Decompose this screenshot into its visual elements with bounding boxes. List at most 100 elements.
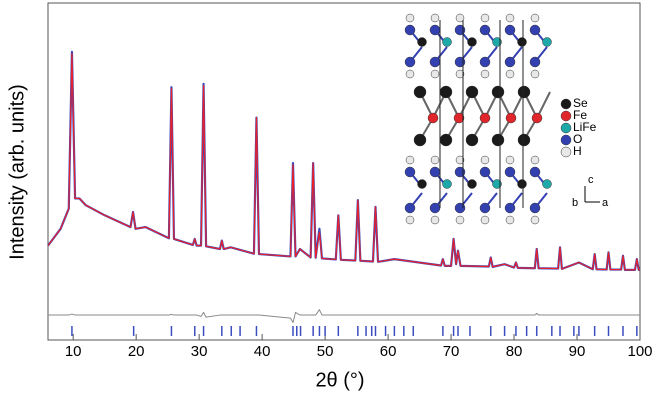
atom [531,112,543,124]
atom [405,155,415,165]
atom [504,56,516,68]
x-tick-label: 30 [191,343,208,360]
atom [404,24,416,36]
atom [465,85,479,99]
atom [505,112,517,124]
x-tick-label: 50 [317,343,334,360]
atom [529,24,541,36]
atom [505,69,515,79]
atom [530,155,540,165]
atom [429,202,441,214]
atom [453,112,465,124]
axis-name: a [602,197,609,209]
legend-swatch [560,110,572,122]
atom [455,69,465,79]
atom [492,37,502,47]
atom [405,13,415,23]
series-line [48,309,640,323]
atom [429,166,441,178]
atom [439,133,453,147]
legend-swatch [560,98,572,110]
atom [504,166,516,178]
atom [417,37,427,47]
atom [505,155,515,165]
atom [491,133,505,147]
x-tick-label: 80 [506,343,523,360]
atom [455,155,465,165]
atom [413,85,427,99]
atom [439,85,453,99]
series-line [47,50,640,271]
atom [417,179,427,189]
x-tick-label: 20 [128,343,145,360]
legend-label: H [573,144,582,158]
atom [542,37,552,47]
atom [504,202,516,214]
atom [455,13,465,23]
atom [504,24,516,36]
atom [505,13,515,23]
atom [404,56,416,68]
crystal-structure [404,13,552,225]
atom [517,37,527,47]
atom [479,202,491,214]
atom [467,37,477,47]
atom [442,37,452,47]
x-tick-label: 10 [65,343,82,360]
atom [430,69,440,79]
atom [465,133,479,147]
legend-label: O [573,132,582,146]
atom [492,179,502,189]
atom [405,215,415,225]
atom [479,166,491,178]
atom [413,133,427,147]
atom [480,13,490,23]
atom [430,215,440,225]
legend-label: LiFe [573,120,597,134]
atom [430,155,440,165]
atom [491,85,505,99]
legend-label: Se [573,96,588,110]
x-axis-label: 2θ (°) [315,369,364,391]
atom [505,215,515,225]
atom [530,69,540,79]
axis-name: c [588,174,594,186]
atom [517,179,527,189]
legend-label: Fe [573,108,587,122]
legend-swatch [560,122,572,134]
axis-name: b [572,197,578,209]
atom [429,56,441,68]
x-tick-label: 90 [569,343,586,360]
atom [529,166,541,178]
y-axis-label: Intensity (arb. units) [6,84,28,260]
atom [467,179,477,189]
x-tick-label: 70 [443,343,460,360]
atom [479,56,491,68]
legend-swatch [560,134,572,146]
atom [517,133,531,147]
plot-frame [47,2,641,341]
x-tick-label: 60 [380,343,397,360]
atom [455,215,465,225]
atom [480,215,490,225]
atom [405,69,415,79]
atom [529,56,541,68]
atom [480,155,490,165]
atom [479,112,491,124]
x-tick-label: 40 [254,343,271,360]
atom [530,13,540,23]
atom [430,13,440,23]
atom [404,166,416,178]
atom [480,69,490,79]
x-tick-label: 100 [627,343,652,360]
atom [530,215,540,225]
legend-swatch [560,146,572,158]
series-line [47,52,640,271]
atom [429,24,441,36]
atom [479,24,491,36]
atom [542,179,552,189]
atom [427,112,439,124]
atom [442,179,452,189]
atom [404,202,416,214]
